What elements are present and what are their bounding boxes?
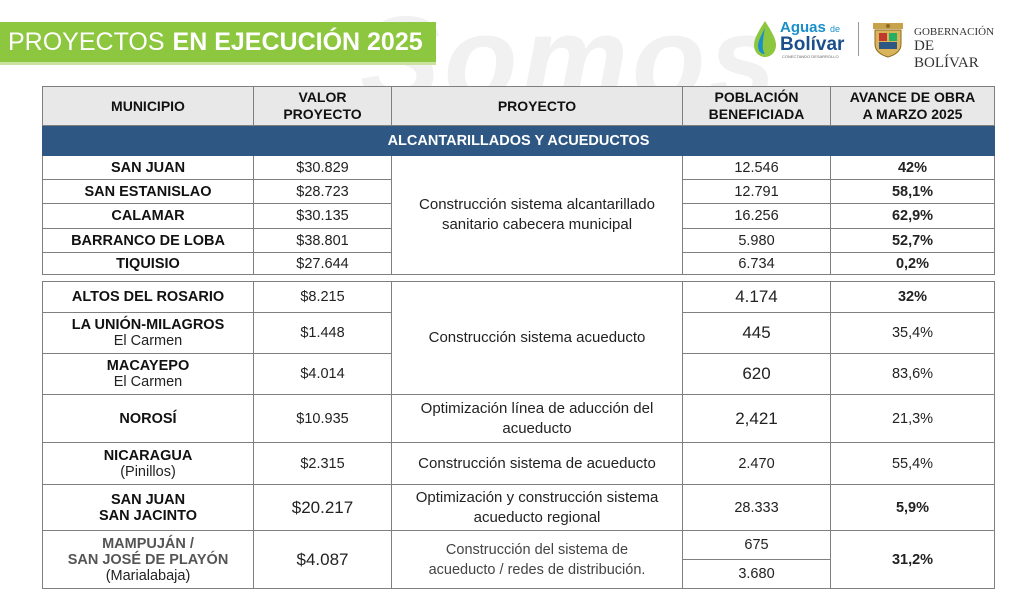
cell-municipio: MACAYEPO El Carmen — [42, 353, 254, 395]
cell-avance: 35,4% — [830, 312, 995, 354]
group-gap — [42, 274, 995, 282]
table-row: MAMPUJÁN / SAN JOSÉ DE PLAYÓN (Marialabaja… — [42, 530, 995, 589]
cell-proyecto: Optimización y construcción sistema acued… — [391, 484, 683, 531]
cell-proyecto: Construcción sistema acueducto — [391, 281, 683, 395]
cell-municipio: NOROSÍ — [42, 394, 254, 443]
cell-avance: 5,9% — [830, 484, 995, 531]
cell-poblacion: 4.174 — [682, 281, 831, 313]
cell-avance: 83,6% — [830, 353, 995, 395]
table-header-row: MUNICIPIO VALOR PROYECTO PROYECTO POBLACI… — [42, 86, 995, 126]
cell-poblacion: 2.470 — [682, 442, 831, 485]
cell-municipio: SAN ESTANISLAO — [42, 179, 254, 204]
table-row: TIQUISIO $27.644 6.734 0,2% — [42, 252, 995, 275]
banner-shadow — [0, 62, 436, 65]
aguas-de-bolivar-logo: Aguas de Bolívar CONECTANDO DESARROLLO — [752, 18, 852, 60]
cell-avance: 42% — [830, 155, 995, 180]
cell-valor: $20.217 — [253, 484, 392, 531]
cell-valor: $1.448 — [253, 312, 392, 354]
cell-proyecto: Optimización línea de aducción del acuedu… — [391, 394, 683, 443]
cell-poblacion: 12.791 — [682, 179, 831, 204]
cell-poblacion: 675 — [682, 530, 831, 560]
cell-avance: 58,1% — [830, 179, 995, 204]
cell-municipio: TIQUISIO — [42, 252, 254, 275]
water-drop-icon — [754, 21, 776, 57]
gob-line2: DE BOLÍVAR — [914, 38, 979, 71]
cell-poblacion: 28.333 — [682, 484, 831, 531]
header-valor: VALOR PROYECTO — [253, 86, 392, 126]
table-row: ALTOS DEL ROSARIO $8.215 Construcción si… — [42, 281, 995, 395]
logo-aguas-text: Aguas de — [780, 19, 841, 36]
table-row: NICARAGUA (Pinillos) $2.315 Construcción … — [42, 442, 995, 485]
gob-line1: GOBERNACIÓN — [914, 26, 995, 38]
cell-valor: $10.935 — [253, 394, 392, 443]
coat-of-arms-icon — [873, 23, 903, 58]
cell-valor: $27.644 — [253, 252, 392, 275]
cell-valor: $4.014 — [253, 353, 392, 395]
section-title: ALCANTARILLADOS Y ACUEDUCTOS — [42, 125, 995, 156]
cell-avance: 0,2% — [830, 252, 995, 275]
cell-valor: $28.723 — [253, 179, 392, 204]
cell-municipio: SAN JUAN — [42, 155, 254, 180]
cell-poblacion: 445 — [682, 312, 831, 354]
projects-table: MUNICIPIO VALOR PROYECTO PROYECTO POBLACI… — [42, 86, 995, 589]
page-title-banner: PROYECTOS EN EJECUCIÓN 2025 — [0, 22, 436, 62]
cell-poblacion: 2,421 — [682, 394, 831, 443]
logo-bolivar-text: Bolívar — [780, 34, 845, 55]
header-proyecto: PROYECTO — [391, 86, 683, 126]
cell-poblacion: 620 — [682, 353, 831, 395]
table-row: LA UNIÓN-MILAGROS El Carmen $1.448 445 35… — [42, 312, 995, 354]
table-row: SAN JUAN SAN JACINTO $20.217 Optimización… — [42, 484, 995, 531]
cell-valor: $2.315 — [253, 442, 392, 485]
table-row: 3.680 — [43, 559, 995, 589]
cell-municipio: SAN JUAN SAN JACINTO — [42, 484, 254, 531]
cell-municipio: LA UNIÓN-MILAGROS El Carmen — [42, 312, 254, 354]
cell-poblacion: 3.680 — [682, 559, 831, 589]
table-row: SAN ESTANISLAO $28.723 12.791 58,1% — [42, 179, 995, 204]
cell-avance: 21,3% — [830, 394, 995, 443]
cell-avance: 32% — [830, 281, 995, 313]
gobernacion-logo: GOBERNACIÓN DE BOLÍVAR — [866, 18, 996, 71]
cell-municipio: ALTOS DEL ROSARIO — [42, 281, 254, 313]
title-part1: PROYECTOS — [8, 27, 165, 56]
cell-valor: $38.801 — [253, 228, 392, 253]
cell-avance: 62,9% — [830, 203, 995, 229]
title-part2: EN EJECUCIÓN 2025 — [172, 27, 423, 56]
cell-avance: 55,4% — [830, 442, 995, 485]
cell-municipio: NICARAGUA (Pinillos) — [42, 442, 254, 485]
cell-valor: $8.215 — [253, 281, 392, 313]
cell-poblacion: 12.546 — [682, 155, 831, 180]
header-municipio: MUNICIPIO — [42, 86, 254, 126]
cell-valor: $30.829 — [253, 155, 392, 180]
table-row: SAN JUAN $30.829 Construcción sistema al… — [42, 155, 995, 275]
cell-municipio: MAMPUJÁN / SAN JOSÉ DE PLAYÓN (Marialabaja… — [42, 530, 254, 589]
cell-valor: $30.135 — [253, 203, 392, 229]
cell-avance: 31,2% — [830, 530, 995, 589]
header-avance: AVANCE DE OBRA A MARZO 2025 — [830, 86, 995, 126]
cell-valor: $4.087 — [253, 530, 392, 589]
logo-tagline: CONECTANDO DESARROLLO — [782, 54, 839, 59]
header-poblacion: POBLACIÓN BENEFICIADA — [682, 86, 831, 126]
cell-municipio: BARRANCO DE LOBA — [42, 228, 254, 253]
cell-poblacion: 5.980 — [682, 228, 831, 253]
cell-proyecto: Construcción sistema alcantarillado sanit… — [391, 155, 683, 275]
cell-poblacion: 16.256 — [682, 203, 831, 229]
table-row: NOROSÍ $10.935 Optimización línea de adu… — [42, 394, 995, 443]
cell-avance: 52,7% — [830, 228, 995, 253]
cell-poblacion: 6.734 — [682, 252, 831, 275]
logo-divider — [858, 22, 859, 56]
cell-municipio: CALAMAR — [42, 203, 254, 229]
cell-proyecto: Construcción sistema de acueducto — [391, 442, 683, 485]
cell-proyecto: Construcción del sistema de acueducto / r… — [391, 530, 683, 589]
section-header-row: ALCANTARILLADOS Y ACUEDUCTOS — [42, 125, 995, 156]
